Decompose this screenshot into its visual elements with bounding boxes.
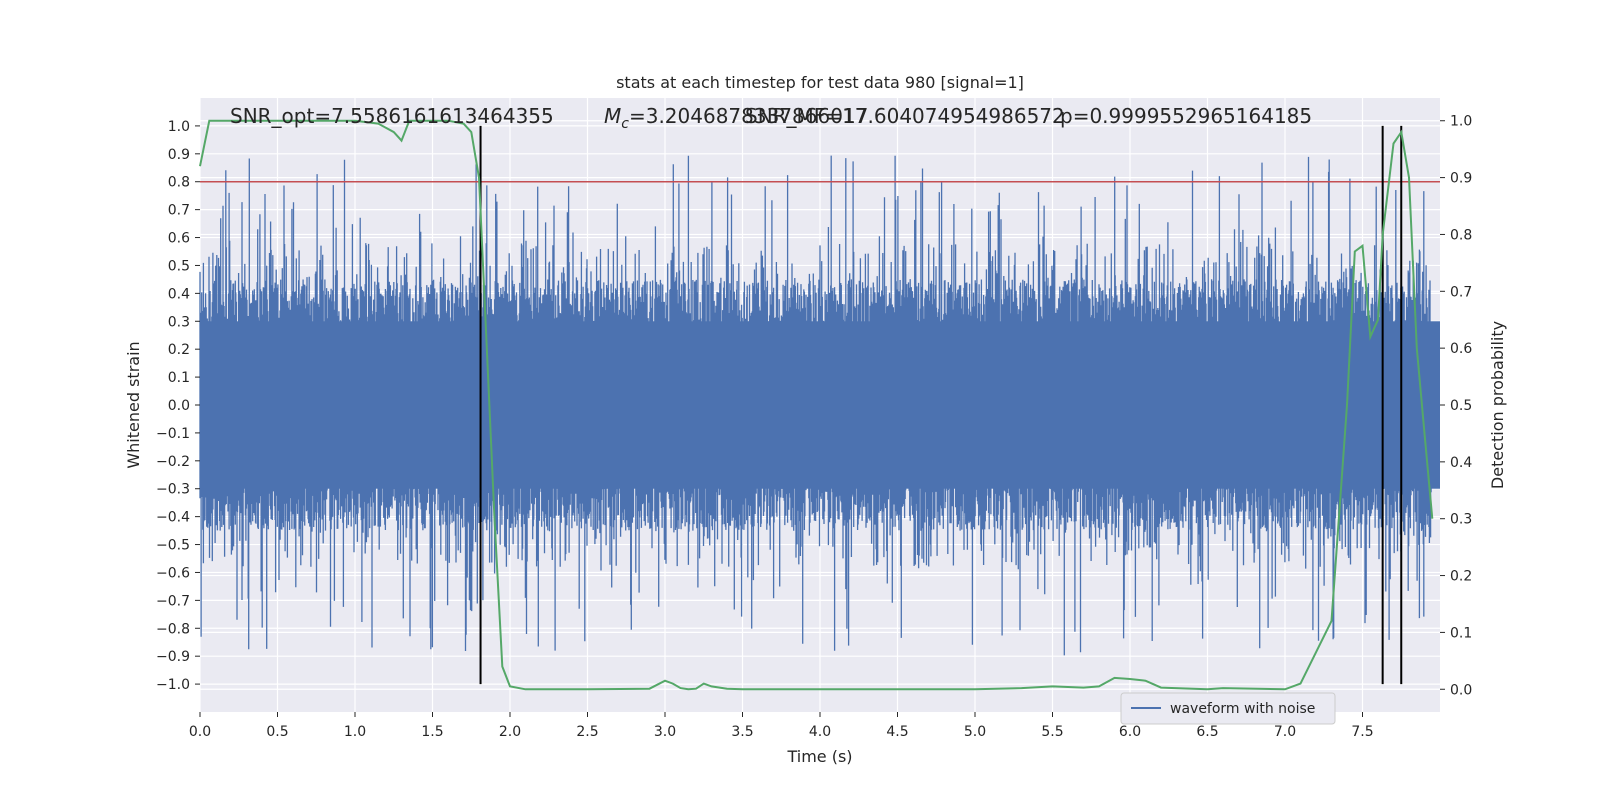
y2-axis-ticks: 1.0 0.9 0.8 0.7 0.6 0.5 0.4 0.3 0.2 0.1 0.0 bbox=[1440, 114, 1472, 698]
x-tick-label: 7.0 bbox=[1274, 724, 1296, 740]
y-axis-label: Whitened strain bbox=[124, 341, 143, 468]
x-tick-label: 2.5 bbox=[576, 724, 598, 740]
y-tick-label: −0.7 bbox=[156, 593, 190, 609]
waveform-series bbox=[199, 155, 1440, 656]
y-tick-label: 0.7 bbox=[168, 203, 190, 219]
y-tick-label: −0.5 bbox=[156, 538, 190, 554]
y-tick-label: −0.8 bbox=[156, 621, 190, 637]
y2-tick-label: 0.4 bbox=[1450, 455, 1472, 471]
y-tick-label: −0.6 bbox=[156, 565, 190, 581]
y-tick-label: 0.6 bbox=[168, 231, 190, 247]
annotation-mc-sub: c bbox=[621, 116, 629, 132]
y-tick-label: −0.9 bbox=[156, 649, 190, 665]
y2-tick-label: 0.2 bbox=[1450, 569, 1472, 585]
y-tick-label: 0.2 bbox=[168, 342, 190, 358]
y2-tick-label: 0.8 bbox=[1450, 227, 1472, 243]
y-tick-label: 1.0 bbox=[168, 119, 190, 135]
y-axis-ticks: 1.0 0.9 0.8 0.7 0.6 0.5 0.4 0.3 0.2 0.1 0.0 −0.1 −0.… bbox=[156, 119, 200, 693]
y2-tick-label: 0.6 bbox=[1450, 341, 1472, 357]
y2-tick-label: 0.1 bbox=[1450, 625, 1472, 641]
y-tick-label: −0.3 bbox=[156, 482, 190, 498]
y2-axis-label: Detection probability bbox=[1488, 321, 1507, 489]
y2-tick-label: 0.9 bbox=[1450, 171, 1472, 187]
annotation-snr-opt: SNR_opt=7.558616161346​4355 bbox=[230, 104, 554, 128]
annotation-mc-value: =3.204687​8337866017 bbox=[629, 104, 868, 128]
y-tick-label: 0.1 bbox=[168, 370, 190, 386]
y2-tick-label: 0.5 bbox=[1450, 398, 1472, 414]
y-tick-label: 0.8 bbox=[168, 175, 190, 191]
y-tick-label: 0.0 bbox=[168, 398, 190, 414]
y-tick-label: −0.1 bbox=[156, 426, 190, 442]
x-tick-label: 2.0 bbox=[499, 724, 521, 740]
x-tick-label: 6.5 bbox=[1196, 724, 1218, 740]
waveform-core bbox=[200, 321, 1440, 489]
y-tick-label: −0.4 bbox=[156, 510, 190, 526]
y-tick-label: −1.0 bbox=[156, 677, 190, 693]
x-tick-label: 1.0 bbox=[344, 724, 366, 740]
x-axis-label: Time (s) bbox=[786, 747, 852, 766]
chart-title: stats at each timestep for test data 980… bbox=[616, 73, 1024, 92]
y-tick-label: 0.5 bbox=[168, 258, 190, 274]
y2-tick-label: 1.0 bbox=[1450, 114, 1472, 130]
x-tick-label: 4.5 bbox=[886, 724, 908, 740]
x-axis-ticks: 0.0 0.5 1.0 1.5 2.0 2.5 3.0 3.5 4.0 4.5 5.0 5.5 6.0 6… bbox=[189, 712, 1374, 740]
y-tick-label: 0.4 bbox=[168, 286, 190, 302]
y2-tick-label: 0.3 bbox=[1450, 512, 1472, 528]
legend-box bbox=[1120, 692, 1336, 725]
annotation-p: p=0.9999552965164185 bbox=[1060, 104, 1312, 128]
y-tick-label: −0.2 bbox=[156, 454, 190, 470]
x-tick-label: 0.5 bbox=[266, 724, 288, 740]
x-tick-label: 6.0 bbox=[1119, 724, 1141, 740]
detection-probability-line bbox=[199, 119, 1434, 691]
x-tick-label: 0.0 bbox=[189, 724, 211, 740]
annotation-mc: Mc=3.204687​8337866017 bbox=[604, 104, 868, 132]
x-tick-label: 3.0 bbox=[654, 724, 676, 740]
annotation-snr-mf: SNR_MF=17.604074954986572 bbox=[745, 104, 1065, 128]
legend: waveform with noise bbox=[1120, 692, 1336, 725]
y-tick-label: 0.3 bbox=[168, 314, 190, 330]
x-tick-label: 4.0 bbox=[809, 724, 831, 740]
x-tick-label: 5.0 bbox=[964, 724, 986, 740]
y-tick-label: 0.9 bbox=[168, 147, 190, 163]
x-tick-label: 5.5 bbox=[1041, 724, 1063, 740]
y2-tick-label: 0.7 bbox=[1450, 284, 1472, 300]
annotation-mc-symbol: M bbox=[604, 104, 621, 128]
x-tick-label: 7.5 bbox=[1351, 724, 1373, 740]
y2-tick-label: 0.0 bbox=[1450, 682, 1472, 698]
x-tick-label: 1.5 bbox=[421, 724, 443, 740]
x-tick-label: 3.5 bbox=[731, 724, 753, 740]
legend-label-waveform: waveform with noise bbox=[1170, 701, 1315, 717]
